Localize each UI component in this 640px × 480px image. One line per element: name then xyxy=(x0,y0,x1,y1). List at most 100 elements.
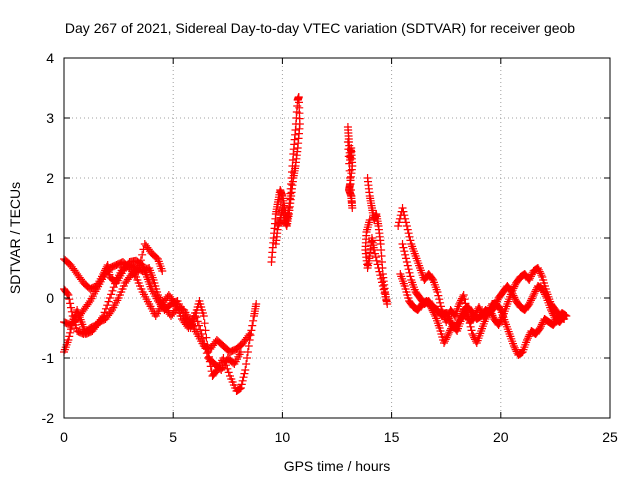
data-point xyxy=(66,325,75,334)
data-point xyxy=(539,286,548,295)
data-point xyxy=(443,310,452,319)
data-point xyxy=(237,380,246,389)
data-point xyxy=(376,271,385,280)
data-point xyxy=(455,315,464,323)
data-point xyxy=(399,243,408,252)
data-point xyxy=(199,312,208,320)
data-point xyxy=(63,289,72,298)
data-point xyxy=(371,249,380,258)
data-point xyxy=(380,289,389,298)
data-point xyxy=(402,254,411,263)
data-point xyxy=(440,339,449,347)
data-point xyxy=(523,336,532,344)
x-tick-label: 25 xyxy=(602,429,618,445)
data-point xyxy=(507,288,516,296)
data-point xyxy=(365,216,374,224)
data-point xyxy=(401,250,410,259)
data-point xyxy=(406,236,415,245)
data-point xyxy=(444,314,453,323)
data-point xyxy=(374,264,383,272)
data-point xyxy=(106,307,115,316)
data-point xyxy=(201,344,210,353)
data-point xyxy=(536,322,545,331)
data-point xyxy=(192,313,201,322)
data-point xyxy=(223,364,232,373)
data-point xyxy=(475,304,484,313)
data-point xyxy=(196,325,205,334)
x-tick-label: 15 xyxy=(384,429,400,445)
data-point xyxy=(248,321,257,330)
data-point xyxy=(436,298,445,307)
data-point xyxy=(494,321,503,329)
data-point xyxy=(536,324,545,332)
data-point xyxy=(525,300,534,308)
data-point xyxy=(527,294,536,303)
data-point xyxy=(442,309,451,317)
data-point xyxy=(451,322,460,331)
data-point xyxy=(170,298,179,307)
data-point xyxy=(406,272,415,281)
data-point xyxy=(510,293,519,302)
data-point xyxy=(242,360,251,368)
data-point xyxy=(536,269,545,278)
data-point xyxy=(495,319,504,328)
data-point xyxy=(508,289,517,298)
chart-title: Day 267 of 2021, Sidereal Day-to-day VTE… xyxy=(65,20,575,36)
data-point xyxy=(457,309,466,318)
data-point xyxy=(457,311,466,320)
data-point xyxy=(135,261,144,270)
data-point xyxy=(440,337,449,346)
x-tick-label: 20 xyxy=(493,429,509,445)
data-point xyxy=(509,342,518,350)
data-point xyxy=(373,260,382,269)
data-point xyxy=(548,309,557,318)
data-point xyxy=(454,316,463,325)
data-point xyxy=(243,348,252,356)
data-point xyxy=(240,369,249,378)
data-point xyxy=(402,258,411,266)
series-track-4 xyxy=(60,240,167,356)
data-point xyxy=(249,316,258,325)
series-track-7 xyxy=(361,174,392,308)
data-point xyxy=(526,272,535,281)
data-point xyxy=(200,339,209,348)
data-point xyxy=(510,343,519,352)
data-point xyxy=(528,292,537,301)
y-tick-label: 1 xyxy=(46,230,54,246)
data-point xyxy=(377,278,386,287)
data-point xyxy=(404,265,413,274)
data-point xyxy=(533,264,542,272)
data-point xyxy=(66,303,75,312)
data-point xyxy=(158,267,167,275)
series-track-5 xyxy=(267,93,304,266)
data-point xyxy=(401,214,410,223)
data-point xyxy=(375,267,384,276)
x-tick-label: 10 xyxy=(275,429,291,445)
data-point xyxy=(445,328,454,337)
data-point xyxy=(345,166,354,175)
data-point xyxy=(540,288,549,297)
data-point xyxy=(67,321,76,330)
y-tick-label: -2 xyxy=(42,410,55,426)
x-axis-label: GPS time / hours xyxy=(284,458,391,474)
series-track-3 xyxy=(60,258,245,374)
data-point xyxy=(344,152,353,161)
data-point xyxy=(435,295,444,304)
data-point xyxy=(443,331,452,340)
data-point xyxy=(372,256,381,265)
data-point xyxy=(468,330,477,338)
data-point xyxy=(509,291,518,300)
data-point xyxy=(537,271,546,280)
data-point xyxy=(541,292,550,301)
data-point xyxy=(538,285,547,293)
data-point xyxy=(193,317,202,326)
data-point xyxy=(381,292,390,301)
data-point xyxy=(271,240,280,248)
data-point xyxy=(403,225,412,234)
data-point xyxy=(66,328,75,337)
data-point xyxy=(399,207,408,216)
data-point xyxy=(107,290,116,299)
data-point xyxy=(224,368,233,377)
data-point xyxy=(456,298,465,307)
data-point xyxy=(252,300,261,308)
